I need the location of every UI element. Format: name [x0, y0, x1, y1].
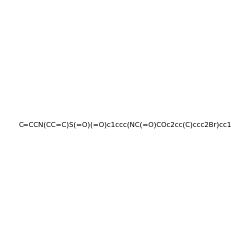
Text: C=CCN(CC=C)S(=O)(=O)c1ccc(NC(=O)COc2cc(C)ccc2Br)cc1: C=CCN(CC=C)S(=O)(=O)c1ccc(NC(=O)COc2cc(C… [18, 122, 232, 128]
